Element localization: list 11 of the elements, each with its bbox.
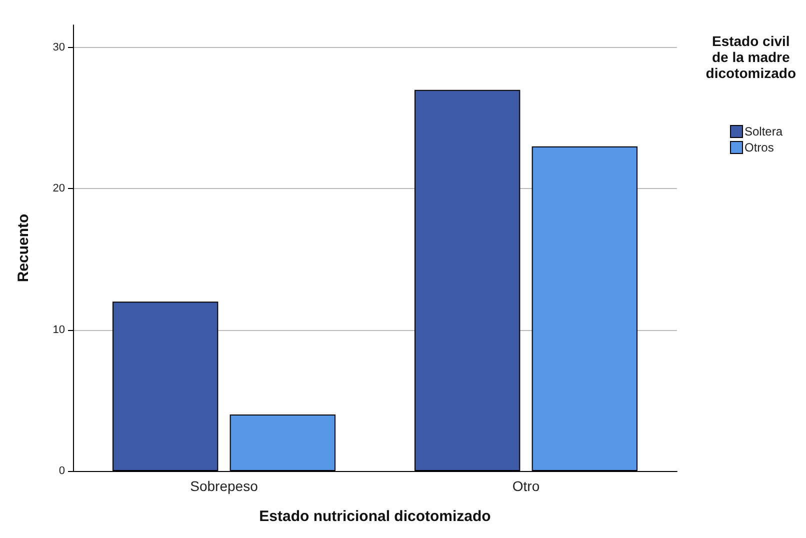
legend-label: Otros: [744, 140, 774, 154]
x-tick-label: Otro: [512, 478, 540, 494]
y-tick-label: 10: [52, 324, 65, 336]
x-axis-title: Estado nutricional dicotomizado: [259, 508, 491, 525]
legend-label: Soltera: [744, 124, 783, 138]
y-tick-label: 30: [52, 42, 65, 54]
y-tick-label: 20: [52, 182, 65, 195]
legend-title: Estado civil de la madre dicotomizado: [706, 33, 796, 81]
y-axis-title: Recuento: [15, 214, 32, 282]
x-tick-label: Sobrepeso: [190, 478, 258, 494]
y-tick-label: 0: [58, 465, 65, 477]
